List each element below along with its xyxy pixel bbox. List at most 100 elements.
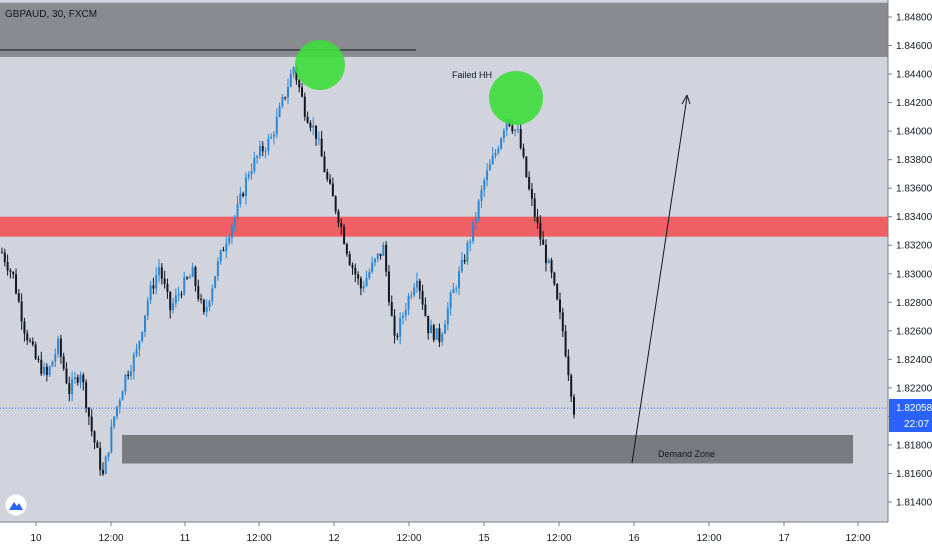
candle-body: [486, 170, 489, 181]
candle-body: [214, 276, 217, 289]
candle-body: [45, 366, 48, 376]
candle-body: [87, 407, 90, 417]
candle-body: [396, 335, 399, 337]
candle-body: [458, 271, 461, 289]
candle-body: [558, 299, 561, 313]
candle-body: [463, 259, 466, 262]
price-tick-label: 1.84000: [896, 127, 932, 138]
candle-body: [438, 328, 441, 342]
candle-body: [306, 116, 309, 123]
candle-body: [144, 315, 146, 332]
candle-body: [73, 377, 76, 380]
candle-body: [292, 67, 295, 75]
candle-body: [51, 361, 54, 367]
candle-body: [514, 129, 517, 132]
candle-body: [351, 265, 354, 268]
tradingview-logo[interactable]: [4, 493, 28, 517]
candle-body: [155, 274, 158, 289]
candle-body: [228, 237, 231, 244]
candle-body: [71, 379, 74, 395]
candle-body: [427, 315, 430, 334]
time-axis-ticks: 10 12:00 11 12:00 12 12:00 15 12:00 16 12:00 17 12:…: [30, 522, 871, 544]
candle-body: [494, 152, 497, 156]
price-tick-label: 1.84800: [896, 13, 932, 24]
candle-body: [393, 315, 396, 336]
candle-body: [222, 250, 225, 252]
candle-body: [550, 260, 553, 273]
candle-body: [57, 338, 60, 355]
candle-body: [404, 309, 407, 316]
candle-body: [365, 277, 368, 287]
candle-body: [500, 138, 503, 149]
candle-body: [348, 253, 351, 266]
candle-body: [309, 122, 312, 128]
candle-body: [225, 243, 228, 251]
candle-body: [239, 193, 242, 205]
candle-body: [295, 67, 298, 81]
candle-body: [435, 328, 438, 340]
candle-body: [573, 396, 575, 415]
candle-body: [247, 174, 250, 178]
candle-body: [17, 293, 20, 302]
candle-body: [315, 125, 318, 139]
candle-body: [522, 148, 525, 157]
price-axis[interactable]: [888, 0, 932, 550]
candle-body: [163, 278, 166, 284]
time-tick-label: 12:00: [845, 533, 870, 544]
candle-body: [373, 258, 376, 263]
candle-body: [90, 416, 93, 432]
candle-body: [267, 138, 270, 151]
candle-body: [340, 223, 343, 227]
candle-body: [194, 267, 197, 287]
failed-hh-label: Failed HH: [452, 70, 492, 80]
candle-body: [101, 469, 104, 475]
candle-body: [104, 456, 107, 475]
candle-body: [160, 267, 163, 279]
candle-body: [446, 308, 449, 325]
candle-body: [287, 86, 289, 98]
candle-body: [174, 295, 177, 304]
candle-body: [197, 286, 200, 299]
candle-body: [528, 177, 531, 190]
price-tick-label: 1.84400: [896, 70, 932, 81]
projection-arrow: [631, 96, 688, 464]
candle-body: [253, 157, 256, 172]
candle-body: [281, 97, 284, 107]
candle-body: [345, 243, 348, 254]
candle-body: [236, 204, 239, 217]
price-tick-label: 1.84200: [896, 98, 932, 109]
candle-body: [278, 106, 281, 117]
candle-body: [141, 331, 144, 342]
candle-body: [320, 138, 323, 157]
candle-body: [413, 287, 416, 296]
candle-body: [511, 125, 514, 132]
candle-body: [376, 253, 379, 259]
time-axis[interactable]: [0, 522, 888, 550]
candle-body: [491, 155, 494, 165]
candle-body: [264, 150, 267, 152]
candle-body: [539, 222, 542, 240]
candle-body: [216, 261, 219, 277]
candle-body: [177, 294, 180, 296]
candle-body: [93, 431, 96, 443]
time-tick-label: 15: [478, 533, 490, 544]
candle-body: [233, 216, 236, 227]
candle-body: [250, 171, 253, 175]
high-circle-marker: [295, 40, 345, 90]
candle-body: [401, 315, 404, 318]
candle-body: [6, 262, 9, 271]
time-tick-label: 17: [778, 533, 790, 544]
candle-body: [172, 303, 175, 311]
candle-body: [343, 226, 346, 244]
candle-body: [418, 280, 421, 291]
price-tick-label: 1.82600: [896, 326, 932, 337]
candle-body: [368, 272, 371, 278]
candle-body: [183, 277, 186, 295]
current-price-value: 1.82058: [896, 403, 932, 414]
candle-body: [37, 358, 40, 360]
candle-body: [326, 171, 329, 180]
price-tick-label: 1.82400: [896, 355, 932, 366]
candle-body: [477, 200, 480, 219]
candle-body: [469, 241, 472, 244]
